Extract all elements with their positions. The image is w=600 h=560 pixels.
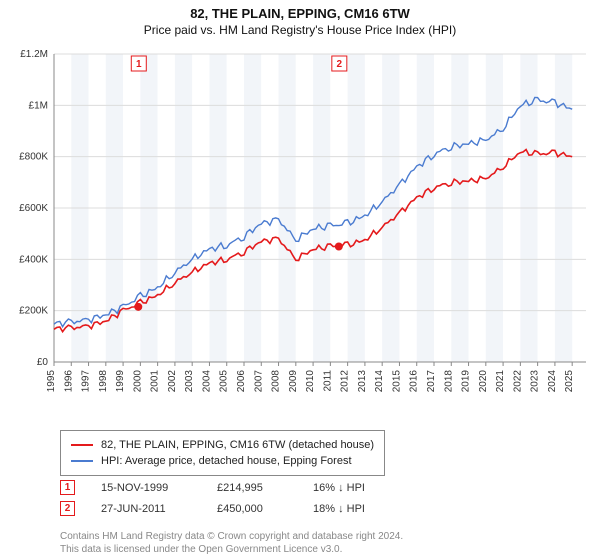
svg-text:1996: 1996 [63, 370, 74, 393]
event-marker-box: 2 [60, 501, 75, 516]
title-block: 82, THE PLAIN, EPPING, CM16 6TW Price pa… [0, 0, 600, 37]
svg-text:2025: 2025 [564, 370, 575, 393]
svg-text:£1.2M: £1.2M [20, 49, 48, 60]
svg-text:1: 1 [136, 59, 142, 70]
svg-text:1995: 1995 [46, 370, 57, 393]
event-delta: 18% ↓ HPI [313, 503, 365, 515]
svg-text:2016: 2016 [409, 370, 420, 393]
svg-text:1997: 1997 [81, 370, 92, 393]
svg-text:£800K: £800K [19, 152, 48, 163]
legend-row: 82, THE PLAIN, EPPING, CM16 6TW (detache… [71, 437, 374, 453]
svg-text:2001: 2001 [150, 370, 161, 393]
svg-text:£200K: £200K [19, 306, 48, 317]
event-row: 2 27-JUN-2011 £450,000 18% ↓ HPI [60, 501, 560, 516]
svg-text:2017: 2017 [426, 370, 437, 393]
svg-text:2012: 2012 [340, 370, 351, 393]
legend-row: HPI: Average price, detached house, Eppi… [71, 453, 374, 469]
svg-text:£0: £0 [37, 357, 49, 368]
svg-text:1998: 1998 [98, 370, 109, 393]
title-line1: 82, THE PLAIN, EPPING, CM16 6TW [0, 6, 600, 21]
svg-text:2014: 2014 [374, 370, 385, 393]
event-date: 15-NOV-1999 [101, 482, 191, 494]
attribution-footer: Contains HM Land Registry data © Crown c… [60, 530, 403, 556]
svg-text:2022: 2022 [512, 370, 523, 393]
event-price: £214,995 [217, 482, 287, 494]
svg-text:2023: 2023 [530, 370, 541, 393]
svg-text:2019: 2019 [461, 370, 472, 393]
event-price: £450,000 [217, 503, 287, 515]
svg-text:2007: 2007 [253, 370, 264, 393]
svg-text:£1M: £1M [29, 100, 48, 111]
legend-text: 82, THE PLAIN, EPPING, CM16 6TW (detache… [101, 437, 374, 453]
chart-area: £0 £200K £400K £600K £800K £1M £1.2M 1995 1996 19… [0, 46, 600, 402]
svg-text:2000: 2000 [132, 370, 143, 393]
line-chart-svg: £0 £200K £400K £600K £800K £1M £1.2M 1995 1996 19… [0, 46, 600, 402]
svg-text:2018: 2018 [443, 370, 454, 393]
svg-text:2015: 2015 [391, 370, 402, 393]
event-marker-box: 1 [60, 480, 75, 495]
title-line2: Price paid vs. HM Land Registry's House … [0, 23, 600, 37]
svg-text:2020: 2020 [478, 370, 489, 393]
svg-text:£600K: £600K [19, 203, 48, 214]
chart-page: 82, THE PLAIN, EPPING, CM16 6TW Price pa… [0, 0, 600, 560]
legend-swatch [71, 460, 93, 462]
svg-text:2006: 2006 [236, 370, 247, 393]
footer-line: Contains HM Land Registry data © Crown c… [60, 530, 403, 543]
svg-text:2021: 2021 [495, 370, 506, 393]
legend: 82, THE PLAIN, EPPING, CM16 6TW (detache… [60, 430, 385, 476]
legend-swatch [71, 444, 93, 446]
svg-text:2013: 2013 [357, 370, 368, 393]
svg-text:2: 2 [337, 59, 343, 70]
event-row: 1 15-NOV-1999 £214,995 16% ↓ HPI [60, 480, 560, 495]
svg-text:2010: 2010 [305, 370, 316, 393]
event-date: 27-JUN-2011 [101, 503, 191, 515]
svg-text:2024: 2024 [547, 370, 558, 393]
svg-text:2003: 2003 [184, 370, 195, 393]
svg-text:1999: 1999 [115, 370, 126, 393]
svg-text:2008: 2008 [271, 370, 282, 393]
svg-text:£400K: £400K [19, 254, 48, 265]
svg-text:2011: 2011 [322, 370, 333, 392]
event-delta: 16% ↓ HPI [313, 482, 365, 494]
legend-text: HPI: Average price, detached house, Eppi… [101, 453, 352, 469]
svg-text:2005: 2005 [219, 370, 230, 393]
event-table: 1 15-NOV-1999 £214,995 16% ↓ HPI 2 27-JU… [60, 480, 560, 522]
footer-line: This data is licensed under the Open Gov… [60, 543, 403, 556]
svg-text:2004: 2004 [201, 370, 212, 393]
svg-text:2009: 2009 [288, 370, 299, 393]
svg-text:2002: 2002 [167, 370, 178, 393]
